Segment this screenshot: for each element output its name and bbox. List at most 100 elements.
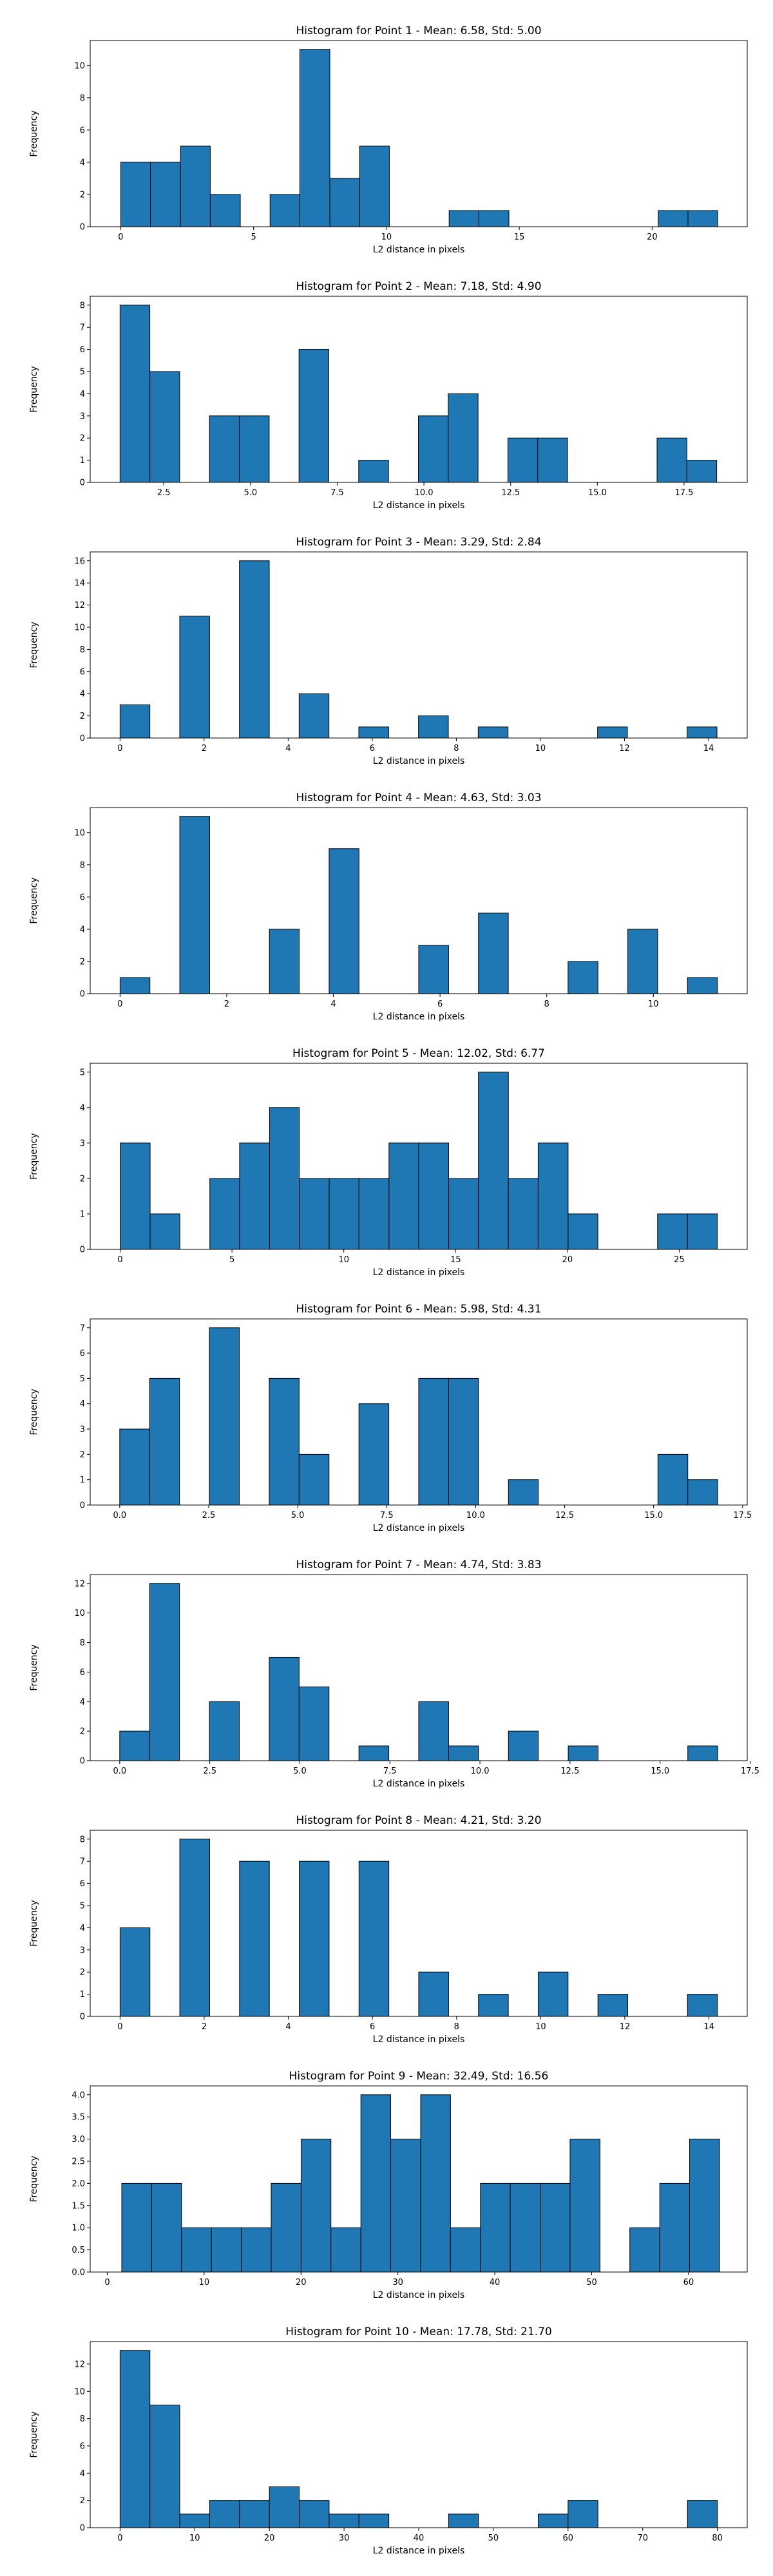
x-tick-label: 10: [199, 2278, 210, 2287]
histogram-bar: [687, 977, 718, 994]
histogram-bar: [508, 1479, 539, 1506]
histogram-bar: [687, 2500, 718, 2528]
x-tick-label: 7.5: [383, 1766, 397, 1776]
histogram-bar: [179, 616, 210, 739]
histogram-bar: [209, 415, 240, 483]
histogram-bar: [269, 929, 300, 994]
histogram-bar: [507, 437, 539, 483]
x-tick-label: 0: [118, 232, 123, 242]
x-tick-label: 10.0: [471, 1766, 490, 1776]
x-tick-label: 60: [563, 2533, 574, 2543]
x-tick-label: 12.5: [501, 488, 520, 498]
histogram-bar: [180, 146, 211, 227]
histogram-bar: [329, 2514, 359, 2528]
y-tick-label: 6: [80, 893, 85, 902]
x-tick-label: 10: [189, 2533, 200, 2543]
x-tick-label: 2: [224, 999, 229, 1009]
x-tick-label: 4: [330, 999, 336, 1009]
chart-panel-2: Histogram for Point 2 - Mean: 7.18, Std:…: [29, 280, 748, 511]
histogram-bar: [597, 1994, 629, 2017]
histogram-bar: [656, 437, 687, 483]
x-tick-label: 6: [370, 2022, 375, 2032]
x-tick-label: 8: [544, 999, 549, 1009]
y-tick-label: 8: [80, 1638, 85, 1648]
x-tick-label: 10.0: [415, 488, 434, 498]
y-tick-label: 0.5: [72, 2246, 85, 2255]
histogram-bar: [211, 2227, 242, 2273]
y-axis-label: Frequency: [29, 2411, 39, 2458]
x-tick-label: 2.5: [203, 1766, 216, 1776]
histogram-bar: [418, 1971, 449, 2017]
x-tick-label: 20: [264, 2533, 275, 2543]
x-tick-label: 5.0: [291, 1511, 305, 1520]
y-tick-label: 0: [80, 1501, 85, 1511]
x-axis-label: L2 distance in pixels: [373, 2546, 465, 2556]
x-tick-label: 7.5: [380, 1511, 394, 1520]
y-tick-label: 2: [80, 2496, 85, 2506]
y-tick-label: 0.0: [72, 2268, 85, 2278]
x-tick-label: 60: [683, 2278, 694, 2287]
histogram-bar: [239, 2500, 270, 2528]
x-tick-label: 12.5: [555, 1511, 574, 1520]
histogram-bar: [478, 913, 509, 994]
x-tick-label: 2.5: [202, 1511, 216, 1520]
x-axis-label: L2 distance in pixels: [373, 756, 465, 766]
y-tick-label: 2: [80, 1727, 85, 1737]
histogram-bar: [448, 1178, 479, 1250]
histogram-bar: [687, 1745, 718, 1761]
x-tick-label: 25: [674, 1255, 685, 1265]
y-axis-label: Frequency: [29, 1644, 39, 1690]
x-tick-label: 17.5: [741, 1766, 759, 1776]
y-tick-label: 12: [74, 601, 85, 611]
histogram-bar: [300, 2139, 332, 2273]
axes-frame: [90, 1830, 748, 2017]
x-axis-label: L2 distance in pixels: [373, 500, 465, 511]
histogram-bar: [269, 1656, 300, 1761]
y-tick-label: 7: [80, 1323, 85, 1333]
x-tick-label: 40: [414, 2533, 425, 2543]
histogram-bar: [537, 2514, 569, 2528]
x-tick-label: 70: [637, 2533, 648, 2543]
histogram-bar: [179, 2514, 210, 2528]
histogram-bar: [687, 726, 718, 739]
histogram-bar: [149, 1213, 180, 1250]
x-tick-label: 5.0: [243, 488, 257, 498]
y-tick-label: 16: [74, 556, 85, 566]
histogram-bar: [271, 2183, 301, 2273]
histogram-bar: [659, 2183, 691, 2273]
y-tick-label: 2: [80, 1968, 85, 1978]
y-tick-label: 3: [80, 412, 85, 421]
histogram-bar: [687, 1994, 718, 2017]
histogram-bar: [299, 1861, 330, 2017]
y-tick-label: 1: [80, 1475, 85, 1485]
histogram-bar: [299, 1178, 330, 1250]
histogram-bar: [597, 726, 628, 739]
chart-panel-4: Histogram for Point 4 - Mean: 4.63, Std:…: [29, 791, 748, 1022]
histogram-bar: [508, 1730, 539, 1761]
histogram-bar: [627, 929, 658, 994]
axes-frame: [90, 40, 748, 227]
histogram-bar: [119, 305, 151, 483]
histogram-bar: [241, 2227, 272, 2273]
x-tick-label: 4: [285, 744, 291, 753]
histogram-bar: [209, 2500, 240, 2528]
chart-title: Histogram for Point 8 - Mean: 4.21, Std:…: [296, 1814, 541, 1827]
histogram-bar: [687, 1213, 718, 1250]
axes-frame: [90, 2341, 748, 2528]
chart-title: Histogram for Point 5 - Mean: 12.02, Std…: [292, 1047, 545, 1060]
histogram-bar: [179, 1839, 210, 2017]
histogram-bar: [358, 726, 389, 739]
x-tick-label: 15: [450, 1255, 461, 1265]
histogram-bar: [417, 415, 449, 483]
histogram-bar: [418, 945, 449, 994]
y-tick-label: 4: [80, 690, 85, 699]
histogram-bar: [298, 1454, 330, 1506]
chart-panel-7: Histogram for Point 7 - Mean: 4.74, Std:…: [29, 1558, 759, 1789]
histogram-bar: [689, 2139, 720, 2273]
y-tick-label: 6: [80, 2441, 85, 2451]
histogram-bar: [298, 349, 330, 483]
histogram-bar: [120, 1142, 151, 1250]
y-tick-label: 6: [80, 1668, 85, 1678]
histogram-bar: [269, 1107, 300, 1250]
histogram-bar: [687, 210, 718, 227]
